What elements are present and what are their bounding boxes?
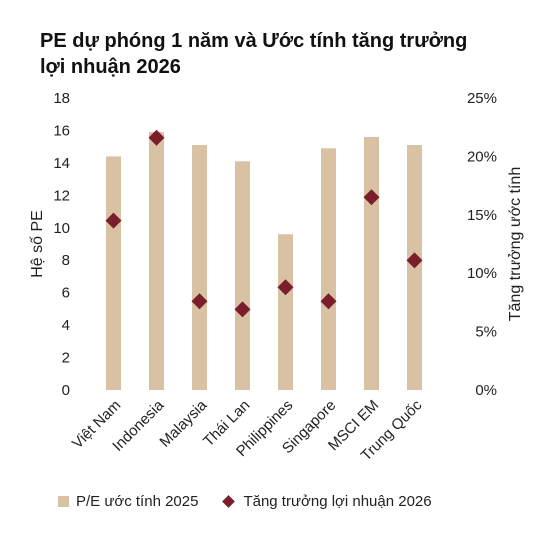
left-axis-ticks: 0 2 4 6 8 10 12 14 16 18 — [53, 90, 70, 399]
y2-tick-label: 5% — [475, 324, 497, 341]
legend-bar-swatch — [58, 496, 69, 507]
legend-label-pe: P/E ước tính 2025 — [76, 493, 199, 510]
y-tick-label: 4 — [62, 317, 70, 334]
bar-pe — [192, 145, 207, 390]
marker-growth — [320, 293, 337, 310]
marker-growth — [234, 301, 251, 318]
y-tick-label: 14 — [53, 155, 70, 172]
bar-pe — [321, 148, 336, 390]
y2-tick-label: 10% — [467, 265, 497, 282]
y2-tick-label: 20% — [467, 148, 497, 165]
markers-layer — [105, 129, 423, 318]
y-tick-label: 6 — [62, 285, 70, 302]
y-tick-label: 12 — [53, 187, 70, 204]
chart-title-line-2: lợi nhuận 2026 — [40, 56, 181, 78]
marker-growth — [191, 293, 208, 310]
chart-title: PE dự phóng 1 năm và Ước tính tăng trưởn… — [40, 28, 520, 80]
y-tick-label: 2 — [62, 350, 70, 367]
marker-growth — [406, 252, 423, 269]
right-axis-ticks: 0% 5% 10% 15% 20% 25% — [467, 90, 497, 399]
marker-growth — [148, 129, 165, 146]
y-axis-title: Hệ số PE — [29, 210, 46, 278]
y-tick-label: 16 — [53, 122, 70, 139]
legend: P/E ước tính 2025 Tăng trưởng lợi nhuận … — [58, 493, 432, 510]
y-tick-label: 0 — [62, 382, 70, 399]
bar-pe — [278, 234, 293, 390]
bar-pe — [106, 156, 121, 390]
bar-pe — [364, 136, 379, 390]
y2-tick-label: 0% — [475, 382, 497, 399]
bars-layer — [106, 132, 422, 391]
marker-growth — [105, 212, 122, 229]
y2-axis-title: Tăng trưởng ước tính — [507, 167, 524, 321]
marker-growth — [277, 279, 294, 296]
y2-tick-label: 15% — [467, 207, 497, 224]
x-tick-label: Malaysia — [156, 396, 210, 450]
marker-growth — [363, 189, 380, 206]
y-tick-label: 10 — [53, 220, 70, 237]
y2-tick-label: 25% — [467, 90, 497, 107]
legend-label-growth: Tăng trưởng lợi nhuận 2026 — [243, 493, 432, 510]
chart-title-line-1: PE dự phóng 1 năm và Ước tính tăng trưởn… — [40, 30, 468, 52]
bar-pe — [149, 132, 164, 391]
y-tick-label: 8 — [62, 252, 70, 269]
y-tick-label: 18 — [53, 90, 70, 107]
legend-diamond-swatch — [222, 495, 236, 508]
bar-pe — [235, 161, 250, 390]
